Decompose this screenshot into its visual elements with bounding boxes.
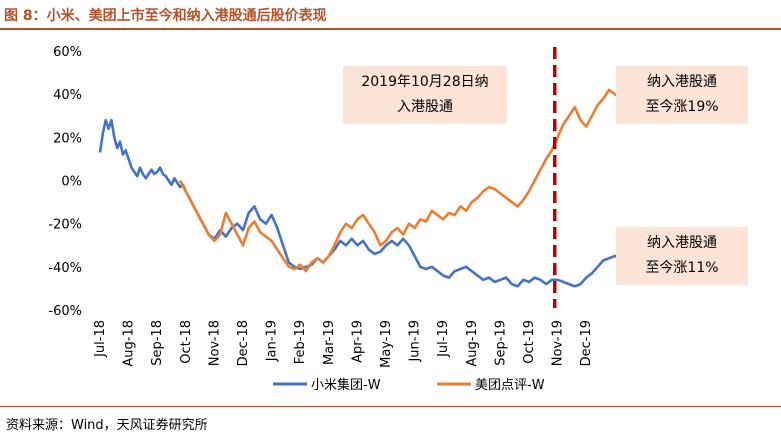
x-tick-label: Jun-19 [408,320,423,363]
y-tick-label: 60% [53,45,82,60]
annotation-text: 至今涨19% [645,99,718,115]
legend-label-meituan: 美团点评-W [475,378,545,393]
x-tick-label: Sep-18 [150,320,165,366]
x-tick-label: Jul-18 [93,320,108,358]
annotation-text: 入港股通 [397,99,453,115]
x-axis: Jul-18 Aug-18 Sep-18 Oct-18 Nov-18 Dec-18 Jan-… [93,320,594,368]
x-tick-label: Oct-18 [179,320,194,364]
series-layer [98,88,628,288]
x-tick-label: Aug-18 [122,320,137,367]
x-tick-label: Dec-18 [236,320,251,366]
x-tick-label: Aug-19 [465,320,480,367]
series-line-meituan [178,88,628,273]
y-axis: 60% 40% 20% 0% -20% -40% -60% [48,45,82,319]
x-tick-label: Sep-19 [493,320,508,366]
x-tick-label: Apr-19 [350,320,365,363]
y-tick-label: -60% [48,304,82,319]
annotation-text: 2019年10月28日纳 [361,74,488,90]
x-tick-label: Nov-19 [551,320,566,366]
x-tick-label: May-19 [379,320,394,368]
x-tick-label: Oct-19 [522,320,537,364]
y-tick-label: 0% [61,175,82,190]
annotation-box [343,66,507,124]
legend-label-xiaomi: 小米集团-W [311,377,381,393]
annotation-text: 纳入港股通 [647,235,717,251]
x-tick-label: Feb-19 [293,320,308,364]
y-tick-label: 20% [53,131,82,146]
source-note: 资料来源：Wind，天风证券研究所 [6,418,208,433]
x-tick-label: Mar-19 [322,320,337,365]
y-tick-label: 40% [53,88,82,103]
source-divider [0,406,781,407]
series-line-xiaomi [98,118,627,288]
legend: 小米集团-W 美团点评-W [273,377,545,393]
y-tick-label: -40% [48,261,82,276]
annotation-text: 至今涨11% [645,260,718,276]
annotation-text: 纳入港股通 [647,74,717,90]
x-tick-label: Nov-18 [207,320,222,366]
annotation-box [616,227,748,285]
x-tick-label: Jul-19 [436,320,451,358]
annotation-box [616,66,748,124]
y-tick-label: -20% [48,218,82,233]
x-tick-label: Jan-19 [265,320,280,362]
figure-title: 图 8：小米、美团上市至今和纳入港股通后股价表现 [4,8,327,24]
figure-title-bar [0,0,781,30]
line-chart: 60% 40% 20% 0% -20% -40% -60% Jul-18 Aug-18 Sep-… [48,45,748,393]
x-tick-label: Dec-19 [579,320,594,366]
